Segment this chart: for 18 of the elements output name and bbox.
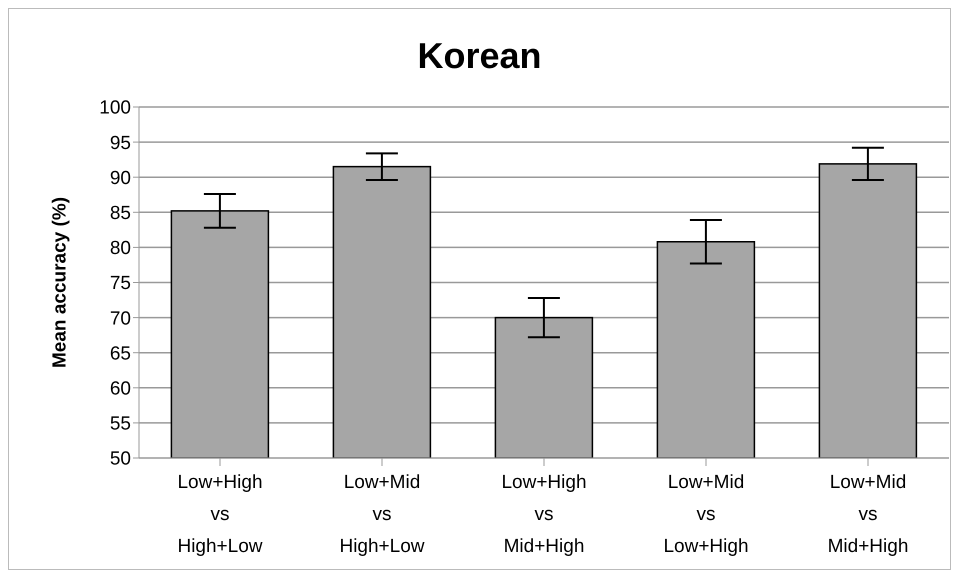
- y-tick-label: 75: [110, 273, 131, 294]
- y-tick-label: 80: [110, 238, 131, 260]
- y-tick-label: 55: [110, 414, 131, 435]
- x-tick-label: Low+High vs High+Low: [177, 472, 263, 557]
- y-tick-label: 100: [99, 98, 131, 119]
- chart-title: Korean: [416, 34, 543, 78]
- y-tick-label: 60: [110, 378, 131, 400]
- y-tick-label: 85: [110, 203, 131, 224]
- x-tick-label: Low+High vs Mid+High: [501, 472, 587, 557]
- x-tick-label: Low+Mid vs High+Low: [339, 472, 425, 557]
- y-tick-label: 90: [110, 168, 131, 189]
- x-tick-label: Low+Mid vs Low+High: [663, 472, 749, 557]
- y-tick-label: 70: [110, 308, 131, 330]
- y-tick-label: 65: [110, 343, 131, 364]
- y-tick-label: 95: [110, 132, 131, 154]
- x-tick-label: Low+Mid vs Mid+High: [828, 472, 908, 557]
- y-axis-title: Mean accuracy (%): [50, 196, 71, 368]
- y-tick-label: 50: [110, 448, 131, 470]
